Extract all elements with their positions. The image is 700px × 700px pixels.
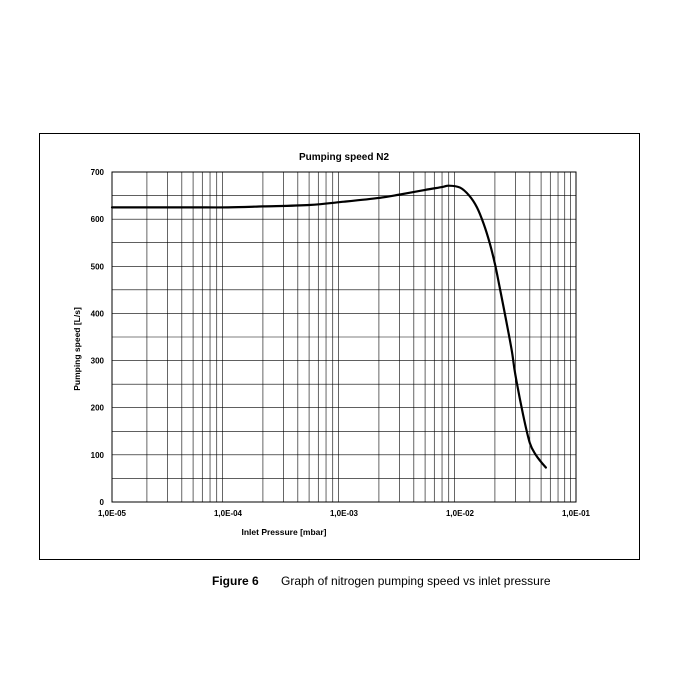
x-tick-label: 1,0E-02 (446, 509, 475, 518)
y-tick-label: 200 (91, 404, 105, 413)
y-tick-label: 500 (91, 262, 105, 271)
y-tick-label: 300 (91, 357, 105, 366)
y-tick-label: 600 (91, 215, 105, 224)
y-axis-label: Pumping speed [L/s] (72, 307, 82, 391)
y-tick-label: 0 (100, 498, 105, 507)
x-tick-label: 1,0E-01 (562, 509, 591, 518)
y-tick-label: 400 (91, 309, 105, 318)
figure-caption-label: Figure 6 (212, 574, 259, 588)
y-tick-labels: 0 100 200 300 400 500 600 700 (91, 168, 105, 507)
chart-title: Pumping speed N2 (299, 152, 389, 163)
x-axis-label: Inlet Pressure [mbar] (241, 527, 326, 537)
curve-layer (110, 184, 547, 469)
x-tick-label: 1,0E-03 (330, 509, 359, 518)
pumping-speed-curve (110, 184, 547, 469)
figure-caption-text: Graph of nitrogen pumping speed vs inlet… (281, 574, 551, 588)
plot-area-border (111, 171, 577, 503)
x-tick-label: 1,0E-05 (98, 509, 127, 518)
figure-caption: Figure 6 Graph of nitrogen pumping speed… (212, 574, 551, 588)
figure-frame: 0 100 200 300 400 500 600 700 1,0E-05 1,0E-04 1,0… (39, 133, 640, 560)
y-tick-label: 100 (91, 451, 105, 460)
y-tick-label: 700 (91, 168, 105, 177)
x-tick-label: 1,0E-04 (214, 509, 243, 518)
grid (112, 172, 576, 502)
x-tick-labels: 1,0E-05 1,0E-04 1,0E-03 1,0E-02 1,0E-01 (98, 509, 591, 518)
